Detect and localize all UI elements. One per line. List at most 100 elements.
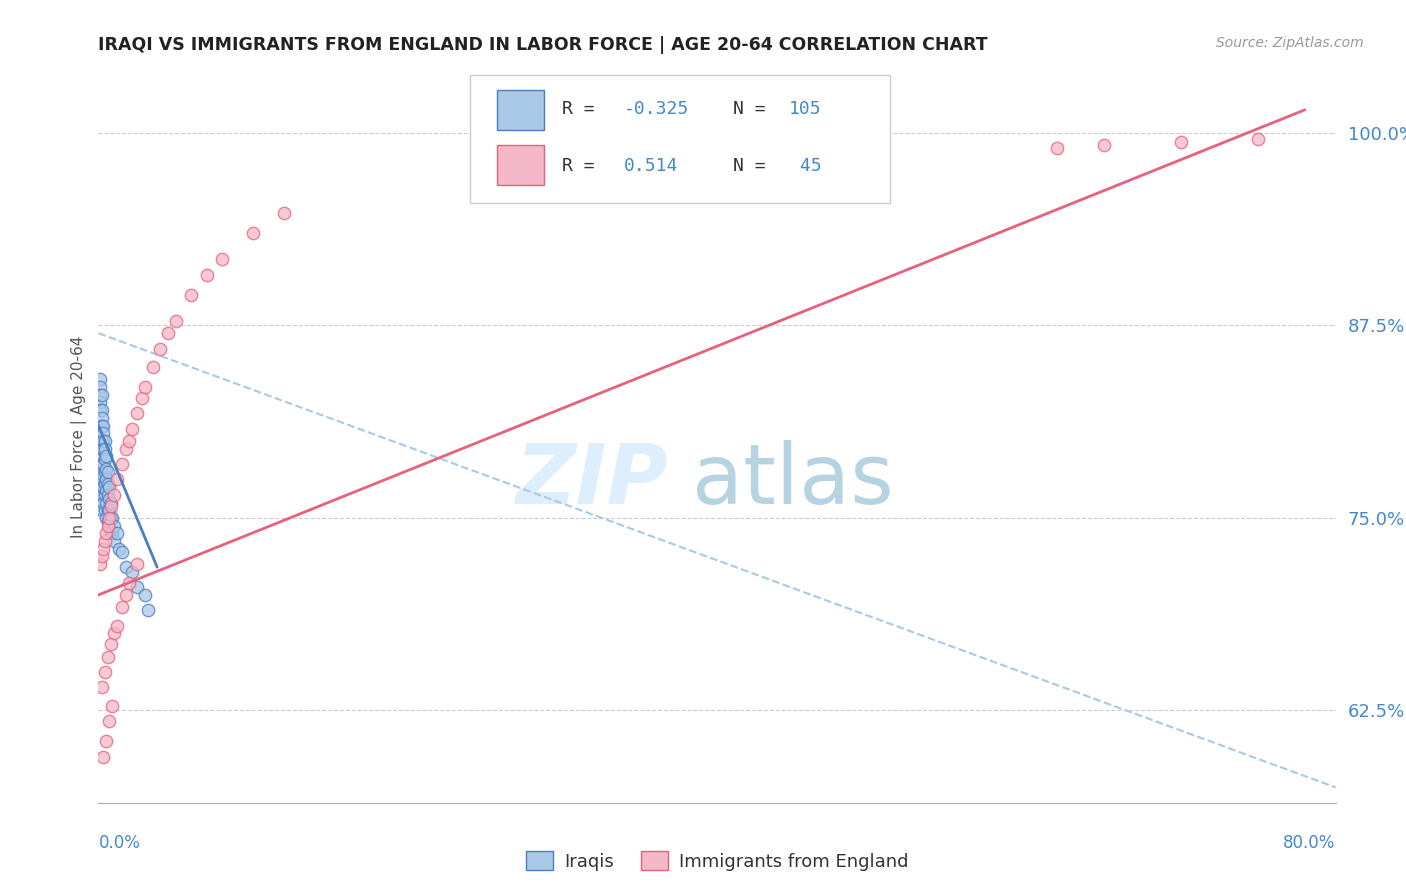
Point (115, 560, 138, 574)
Point (136, 603, 159, 617)
Point (100, 526, 122, 541)
Text: -0.325: -0.325 (624, 101, 689, 119)
Point (90, 488, 112, 502)
Point (93, 442, 115, 456)
Text: N =: N = (733, 158, 776, 176)
Point (90, 388, 112, 402)
Point (107, 541, 129, 556)
Point (96, 511, 118, 525)
Point (90, 410, 112, 425)
Point (98, 492, 121, 507)
Point (165, 314, 187, 328)
Point (91, 457, 114, 471)
FancyBboxPatch shape (496, 90, 544, 130)
Point (89, 418, 111, 433)
Point (90, 434, 112, 448)
Point (89, 372, 111, 386)
Point (101, 698, 124, 713)
Point (111, 600, 132, 615)
Point (89, 395, 111, 409)
Point (90, 549, 112, 564)
Point (195, 268, 218, 282)
Point (97, 488, 120, 502)
Point (100, 495, 122, 509)
Point (89, 380, 111, 394)
Point (89, 388, 111, 402)
Text: 45: 45 (789, 158, 821, 176)
Point (98, 714, 121, 729)
Point (103, 534, 125, 549)
Point (98, 518, 121, 533)
Text: IRAQI VS IMMIGRANTS FROM ENGLAND IN LABOR FORCE | AGE 20-64 CORRELATION CHART: IRAQI VS IMMIGRANTS FROM ENGLAND IN LABO… (98, 36, 988, 54)
Point (93, 503, 115, 517)
Point (121, 422, 143, 436)
Point (97, 514, 120, 528)
Point (97, 465, 120, 479)
Point (105, 472, 128, 486)
Point (89, 434, 111, 448)
Point (91, 426, 114, 441)
Point (98, 480, 121, 494)
Point (89, 557, 111, 571)
Point (93, 665, 115, 679)
Point (141, 359, 165, 374)
Point (93, 452, 115, 467)
Point (273, 206, 295, 220)
Point (89, 480, 111, 494)
Point (100, 511, 122, 525)
FancyBboxPatch shape (470, 75, 890, 203)
Point (90, 418, 112, 433)
Point (93, 488, 115, 502)
Point (91, 418, 114, 433)
Text: 105: 105 (789, 101, 821, 119)
Point (90, 503, 112, 517)
Point (100, 499, 122, 513)
Text: R =: R = (562, 101, 606, 119)
Point (111, 545, 132, 559)
Point (96, 461, 118, 475)
Point (131, 391, 153, 405)
Point (93, 465, 115, 479)
Point (97, 477, 120, 491)
Point (90, 681, 112, 695)
FancyBboxPatch shape (496, 145, 544, 185)
Point (1247, 132, 1270, 146)
Point (101, 526, 124, 541)
Y-axis label: In Labor Force | Age 20-64: In Labor Force | Age 20-64 (72, 336, 87, 538)
Point (91, 480, 114, 494)
Point (91, 541, 114, 556)
Point (1092, 138, 1115, 153)
Text: ZIP: ZIP (515, 441, 668, 522)
Point (127, 406, 149, 420)
Point (100, 637, 122, 651)
Point (96, 450, 118, 464)
Point (180, 287, 202, 301)
Point (103, 626, 125, 640)
Point (211, 252, 233, 267)
Point (97, 503, 120, 517)
Point (89, 403, 111, 417)
Point (103, 488, 125, 502)
Text: Source: ZipAtlas.com: Source: ZipAtlas.com (1216, 36, 1364, 50)
Point (118, 434, 141, 448)
Point (242, 226, 264, 240)
Point (91, 467, 114, 482)
Point (98, 503, 121, 517)
Legend: Iraqis, Immigrants from England: Iraqis, Immigrants from England (519, 844, 915, 878)
Point (96, 526, 118, 541)
Text: atlas: atlas (692, 441, 894, 522)
Point (118, 575, 141, 590)
Point (90, 472, 112, 486)
Point (96, 495, 118, 509)
Point (89, 450, 111, 464)
Point (97, 649, 120, 664)
Point (105, 526, 128, 541)
Point (127, 557, 149, 571)
Point (1170, 135, 1192, 149)
Point (90, 457, 112, 471)
Point (115, 442, 138, 456)
Point (115, 588, 138, 602)
Point (91, 749, 114, 764)
Text: R =: R = (562, 158, 617, 176)
Text: 0.514: 0.514 (624, 158, 679, 176)
